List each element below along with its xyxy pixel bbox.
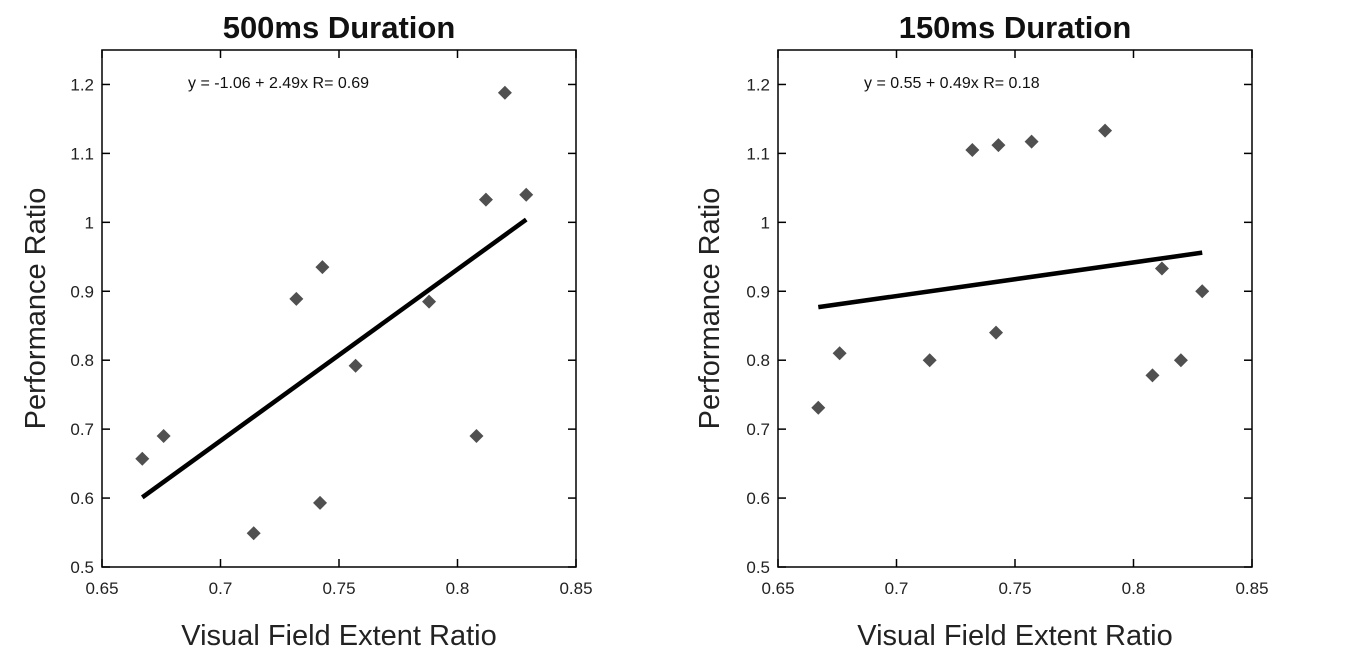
y-tick-label: 0.6	[70, 489, 94, 508]
data-point-diamond	[422, 294, 437, 309]
data-point-diamond	[991, 138, 1006, 153]
chart-panel-150ms: 150ms Duration 0.65 0.7 0.75 0.8 0.85 0.5 0.6 0.…	[674, 0, 1348, 654]
x-axis-label: Visual Field Extent Ratio	[857, 620, 1172, 652]
y-tick-label: 0.9	[746, 282, 770, 301]
y-tick-label: 0.7	[746, 420, 770, 439]
scatter-chart-150ms: 150ms Duration 0.65 0.7 0.75 0.8 0.85 0.5 0.6 0.…	[694, 10, 1269, 652]
data-point-diamond	[246, 526, 261, 541]
data-point-diamond	[1098, 123, 1113, 138]
y-axis-label: Performance Ratio	[694, 188, 726, 430]
data-point-diamond	[989, 325, 1004, 340]
x-tick-label: 0.7	[209, 579, 233, 598]
chart-title: 500ms Duration	[223, 10, 456, 45]
data-point-diamond	[519, 187, 534, 202]
data-point-diamond	[1195, 284, 1210, 299]
data-point-diamond	[497, 85, 512, 100]
data-point-diamond	[478, 192, 493, 207]
y-tick-label: 0.8	[70, 351, 94, 370]
data-point-diamond	[156, 429, 171, 444]
scatter-chart-500ms: 500ms Duration 0.65 0.7 0.75 0.8 0.85 0.5 0.6 0.…	[20, 10, 593, 652]
data-point-diamond	[811, 400, 826, 415]
chart-title: 150ms Duration	[899, 10, 1132, 45]
y-tick-label: 1.1	[746, 144, 770, 163]
chart-panel-500ms: 500ms Duration 0.65 0.7 0.75 0.8 0.85 0.5 0.6 0.…	[20, 10, 593, 652]
y-tick-label: 0.6	[746, 489, 770, 508]
data-point-diamond	[965, 142, 980, 157]
x-axis-label: Visual Field Extent Ratio	[181, 620, 496, 652]
data-point-diamond	[313, 495, 328, 510]
data-point-diamond	[315, 260, 330, 275]
data-point-diamond	[1145, 368, 1160, 383]
regression-equation-label: y = 0.55 + 0.49x R= 0.18	[864, 75, 1040, 92]
data-point-diamond	[1024, 134, 1039, 149]
plot-frame	[101, 49, 577, 568]
data-point-diamond	[1154, 261, 1169, 276]
x-tick-label: 0.85	[1235, 579, 1268, 598]
y-tick-label: 0.5	[746, 558, 770, 577]
data-point-diamond	[135, 451, 150, 466]
regression-line	[817, 250, 1203, 310]
x-tick-label: 0.75	[322, 579, 355, 598]
y-tick-label: 1	[85, 213, 94, 232]
y-tick-label: 0.8	[746, 351, 770, 370]
data-point-diamond	[922, 353, 937, 368]
y-tick-label: 0.9	[70, 282, 94, 301]
data-point-diamond	[832, 346, 847, 361]
y-tick-label: 1	[761, 213, 770, 232]
x-tick-label: 0.8	[1122, 579, 1146, 598]
y-axis-label: Performance Ratio	[20, 188, 52, 430]
y-tick-label: 1.2	[746, 75, 770, 94]
x-tick-label: 0.75	[998, 579, 1031, 598]
y-tick-label: 0.5	[70, 558, 94, 577]
x-tick-label: 0.85	[559, 579, 592, 598]
x-tick-label: 0.65	[761, 579, 794, 598]
x-tick-label: 0.7	[885, 579, 909, 598]
regression-equation-label: y = -1.06 + 2.49x R= 0.69	[188, 75, 369, 92]
y-tick-label: 1.1	[70, 144, 94, 163]
regression-line	[140, 217, 528, 500]
plot-frame	[777, 49, 1253, 568]
data-point-diamond	[1173, 353, 1188, 368]
data-point-diamond	[289, 291, 304, 306]
x-tick-label: 0.8	[446, 579, 470, 598]
y-tick-label: 1.2	[70, 75, 94, 94]
data-point-diamond	[348, 358, 363, 373]
x-tick-label: 0.65	[85, 579, 118, 598]
y-tick-label: 0.7	[70, 420, 94, 439]
data-point-diamond	[469, 429, 484, 444]
